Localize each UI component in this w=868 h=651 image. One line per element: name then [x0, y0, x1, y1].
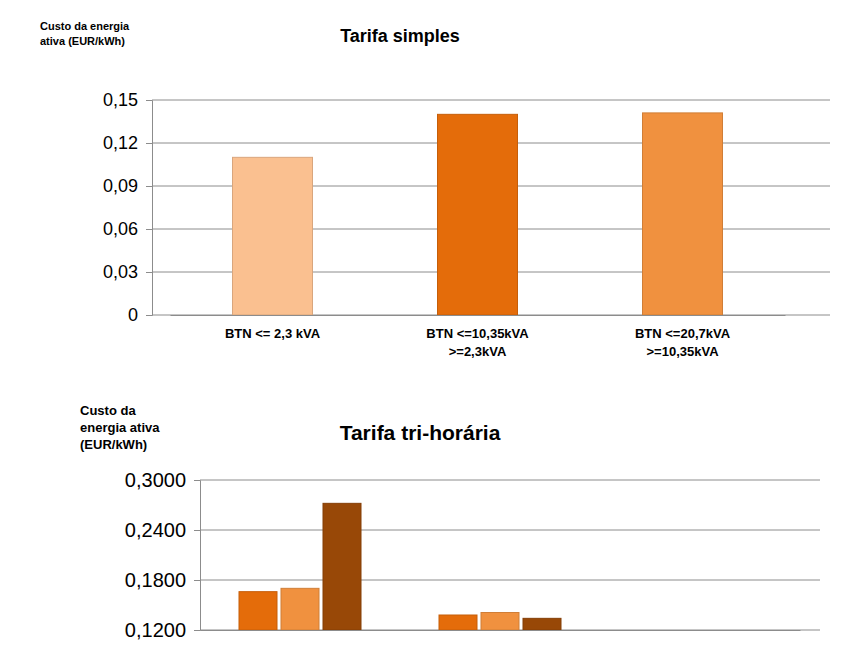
y-axis-title: Custo da energia ativa (EUR/kWh) — [40, 20, 130, 47]
y-axis-title-line: ativa (EUR/kWh) — [40, 35, 125, 47]
x-tick-label: BTN <= 2,3 kVA — [225, 326, 321, 341]
x-axis-line — [201, 630, 801, 631]
grid-line — [200, 480, 820, 481]
grid — [200, 480, 820, 630]
y-tick-mark — [146, 315, 152, 316]
x-axis: BTN <= 2,3 kVABTN <=10,35kVA>=2,3kVABTN … — [171, 315, 786, 359]
y-axis: 0,1200 0,1800 0,2400 0,3000 — [125, 469, 201, 641]
y-tick: 0 — [128, 305, 152, 325]
bar — [523, 618, 561, 630]
chart-1: Tarifa tri-horária Custo da energia ativa (… — [80, 403, 820, 641]
chart-title: Tarifa tri-horária — [340, 421, 501, 444]
x-tick-label-line: BTN <=10,35kVA — [426, 326, 529, 341]
x-tick-label-line: >=2,3kVA — [449, 344, 507, 359]
y-axis-line — [194, 481, 201, 631]
x-axis-line — [171, 315, 786, 316]
grid-line — [152, 100, 830, 101]
y-axis-title-line: Custo da — [80, 403, 136, 418]
y-tick-label: 0,1800 — [125, 569, 186, 591]
y-tick-label: 0,03 — [103, 262, 138, 282]
chart-title: Tarifa simples — [340, 26, 460, 46]
y-tick-label: 0,3000 — [125, 469, 186, 491]
x-tick-label-line: >=10,35kVA — [646, 344, 719, 359]
y-tick-mark — [194, 530, 200, 531]
x-tick: BTN <=10,35kVA >=2,3kVA — [426, 315, 529, 359]
x-tick: BTN <=20,7kVA >=10,35kVA — [635, 315, 731, 359]
y-tick-label: 0,12 — [103, 133, 138, 153]
y-tick-mark — [194, 480, 200, 481]
y-tick: 0,1800 — [125, 569, 200, 591]
bar — [438, 114, 518, 315]
grid-line — [200, 530, 820, 531]
y-tick: 0,2400 — [125, 519, 200, 541]
bars — [239, 503, 561, 630]
y-tick: 0,06 — [103, 219, 152, 239]
y-axis-title-line: Custo da energia — [40, 20, 130, 32]
bars — [233, 113, 723, 315]
grid-line — [200, 580, 820, 581]
bar — [643, 113, 723, 315]
y-axis-title: Custo da energia ativa (EUR/kWh) — [80, 403, 160, 452]
y-tick: 0,09 — [103, 176, 152, 196]
y-tick: 0,3000 — [125, 469, 200, 491]
y-tick-label: 0,06 — [103, 219, 138, 239]
bar — [439, 615, 477, 630]
y-tick: 0,15 — [103, 90, 152, 110]
bar — [239, 592, 277, 630]
grid — [152, 100, 830, 315]
x-tick-label: BTN <=20,7kVA >=10,35kVA — [635, 326, 731, 359]
y-tick-mark — [146, 186, 152, 187]
y-axis-title-line: (EUR/kWh) — [80, 437, 147, 452]
y-tick-mark — [194, 630, 200, 631]
y-tick: 0,1200 — [125, 619, 200, 641]
x-tick-label: BTN <=10,35kVA >=2,3kVA — [426, 326, 529, 359]
y-tick: 0,12 — [103, 133, 152, 153]
y-tick-mark — [146, 100, 152, 101]
bar — [233, 157, 313, 315]
bar — [481, 613, 519, 631]
x-tick: BTN <= 2,3 kVA — [225, 315, 321, 341]
y-tick-label: 0,09 — [103, 176, 138, 196]
bar — [281, 588, 319, 630]
y-tick-mark — [146, 143, 152, 144]
x-tick-label-line: BTN <= 2,3 kVA — [225, 326, 321, 341]
x-axis — [201, 630, 801, 632]
y-tick-label: 0,15 — [103, 90, 138, 110]
y-axis-title-line: energia ativa — [80, 420, 160, 435]
chart-0: Tarifa simples Custo da energia ativa (EUR… — [40, 20, 830, 359]
y-tick-mark — [194, 580, 200, 581]
y-tick-label: 0,2400 — [125, 519, 186, 541]
y-axis-line — [146, 101, 153, 316]
bar — [323, 503, 361, 630]
y-axis: 0 0,03 0,06 0,09 0,12 0,15 — [103, 90, 153, 325]
y-tick-label: 0,1200 — [125, 619, 186, 641]
x-tick-label-line: BTN <=20,7kVA — [635, 326, 731, 341]
y-tick: 0,03 — [103, 262, 152, 282]
chart-canvas: Tarifa simples Custo da energia ativa (EUR… — [0, 0, 868, 651]
y-tick-label: 0 — [128, 305, 138, 325]
y-tick-mark — [146, 229, 152, 230]
y-tick-mark — [146, 272, 152, 273]
